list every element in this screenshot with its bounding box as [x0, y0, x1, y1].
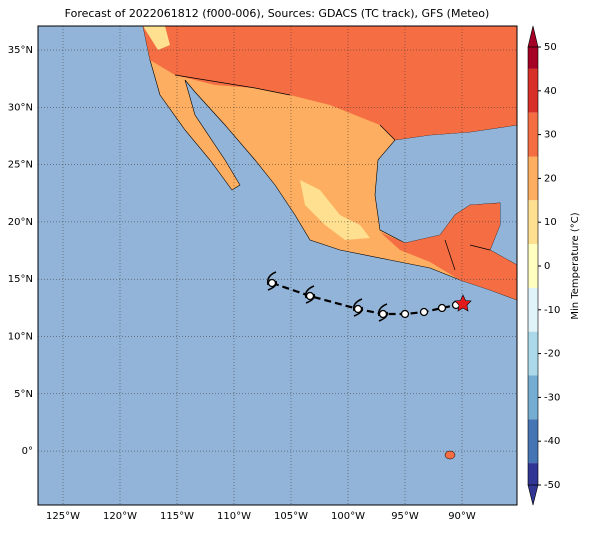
colorbar-segment: [528, 156, 538, 201]
storm-track: [266, 271, 472, 322]
islands: [444, 450, 456, 460]
colorbar-tick-label: 10: [544, 217, 557, 228]
storm-symbols: [266, 271, 389, 322]
warm-region: [143, 26, 517, 140]
colorbar-tick-label: 20: [544, 173, 557, 184]
colorbar-extend-bottom: [527, 484, 539, 506]
lat-label: 35°N: [8, 45, 33, 56]
current-position: [454, 294, 472, 312]
map-frame: [37, 25, 518, 506]
colorbar-tick-label: 30: [544, 130, 557, 141]
lon-label: 125°W: [46, 511, 80, 522]
lat-label: 20°N: [8, 217, 33, 228]
borders: [174, 74, 491, 271]
colorbar-segment: [528, 47, 538, 69]
cool-highlands: [300, 180, 370, 240]
map-title: Forecast of 2022061812 (f000-006), Sourc…: [65, 7, 490, 20]
graticule: [38, 26, 517, 505]
colorbar-segment: [528, 375, 538, 420]
lat-label: 15°N: [8, 274, 33, 285]
colorbar-extend-top: [527, 25, 539, 48]
lat-label: 5°N: [14, 389, 33, 400]
colorbar-tick-label: -50: [544, 480, 560, 491]
lon-label: 110°W: [217, 511, 251, 522]
colorbar-segment: [528, 112, 538, 157]
map-area: [37, 25, 518, 506]
lon-label: 90°W: [448, 511, 476, 522]
colorbar-tick-label: -20: [544, 349, 560, 360]
lat-label: 25°N: [8, 160, 33, 171]
lat-label: 30°N: [8, 102, 33, 113]
lat-label: 0°: [22, 446, 33, 457]
colorbar-tick-label: -10: [544, 305, 560, 316]
colorbar-segment: [528, 287, 538, 332]
colorbar-tick-label: 50: [544, 42, 557, 53]
lon-label: 120°W: [103, 511, 137, 522]
colorbar-segment: [528, 331, 538, 376]
colorbar-tick-label: -30: [544, 392, 560, 403]
colorbar-segment: [528, 68, 538, 113]
lon-label: 100°W: [331, 511, 365, 522]
lon-label: 95°W: [391, 511, 419, 522]
colorbar-segment: [528, 200, 538, 245]
colorbar-label: Min Temperature (°C): [570, 212, 581, 319]
lat-label: 10°N: [8, 332, 33, 343]
lon-label: 115°W: [160, 511, 194, 522]
colorbar-segment: [528, 463, 538, 485]
colorbar: 50 40 30 20 10 0 -10 -20 -30 -40 -50: [527, 25, 560, 506]
colorbar-segment: [528, 419, 538, 464]
colorbar-tick-label: 0: [544, 261, 550, 272]
colorbar-tick-label: 40: [544, 86, 557, 97]
colorbar-tick-label: -40: [544, 436, 560, 447]
lon-label: 105°W: [274, 511, 308, 522]
cool-highlands: [143, 26, 170, 50]
colorbar-segment: [528, 244, 538, 288]
